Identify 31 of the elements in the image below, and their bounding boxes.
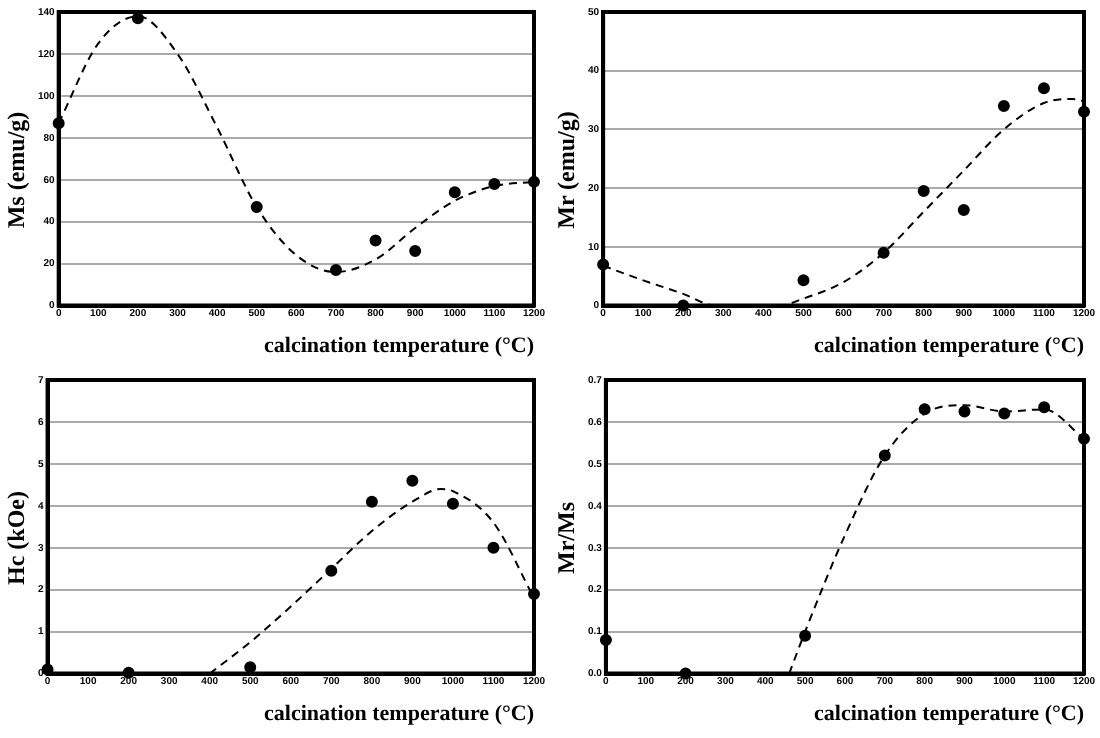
- point: [487, 541, 500, 554]
- point: [918, 403, 931, 416]
- y-axis-title: Mr (emu/g): [552, 111, 580, 229]
- point: [406, 474, 419, 487]
- y-axis-title: Ms (emu/g): [2, 111, 30, 229]
- point: [917, 185, 930, 198]
- x-axis-title: calcination temperature (°C): [264, 702, 535, 727]
- point: [446, 497, 459, 510]
- point: [877, 246, 890, 259]
- point: [329, 263, 342, 276]
- point: [1038, 401, 1051, 414]
- x-axis-title: calcination temperature (°C): [264, 334, 535, 359]
- y-axis-title: Hc (kOe): [2, 491, 30, 585]
- x-axis-title: calcination temperature (°C): [814, 702, 1085, 727]
- point: [369, 234, 382, 247]
- point: [488, 177, 501, 190]
- point: [1037, 82, 1050, 95]
- x-axis-title: calcination temperature (°C): [814, 334, 1085, 359]
- point: [409, 245, 422, 258]
- point: [250, 201, 263, 214]
- point: [797, 274, 810, 287]
- point: [998, 407, 1011, 420]
- point: [878, 449, 891, 462]
- y-axis-title: Mr/Ms: [552, 502, 580, 574]
- point: [958, 405, 971, 418]
- point: [799, 629, 812, 642]
- point: [997, 99, 1010, 112]
- point: [448, 186, 461, 199]
- point: [365, 495, 378, 508]
- point: [325, 564, 338, 577]
- point: [957, 203, 970, 216]
